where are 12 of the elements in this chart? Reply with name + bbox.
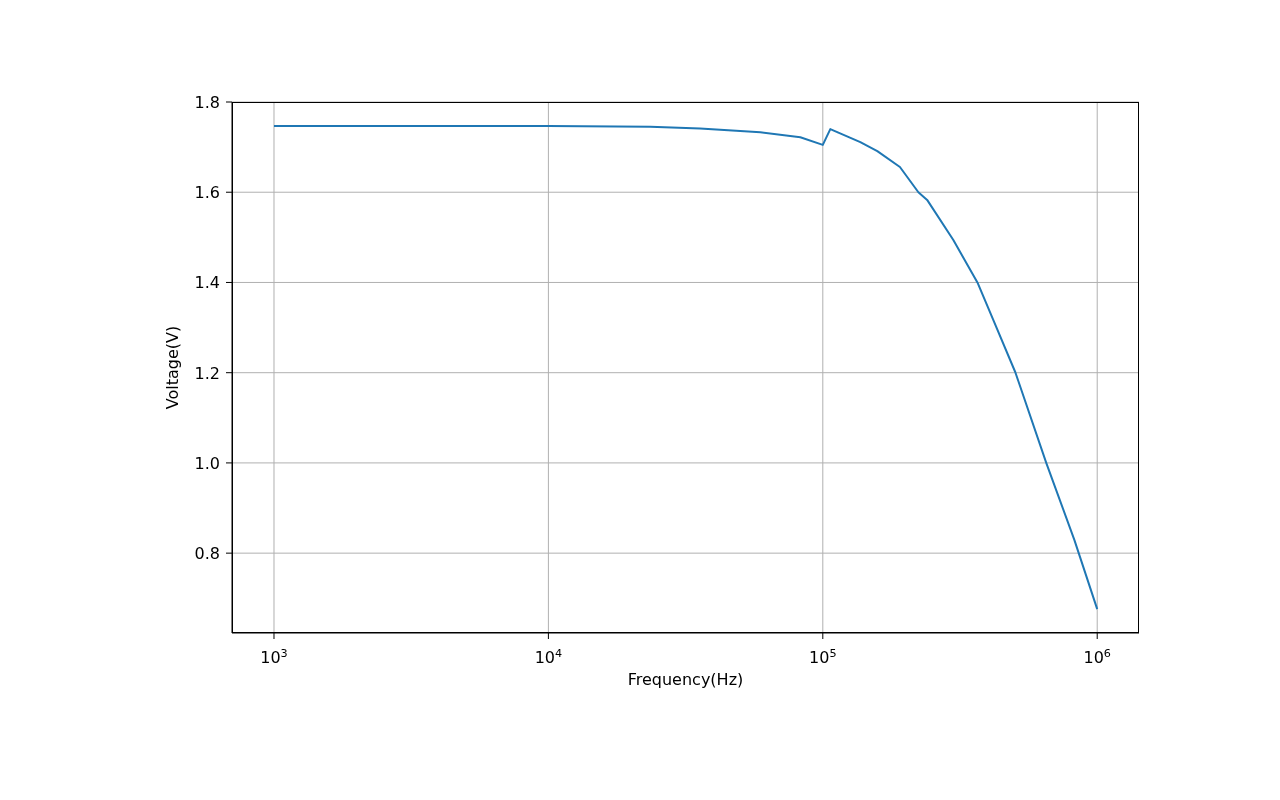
y-tick-label: 1.4 [194,273,220,293]
x-axis-title: Frequency(Hz) [627,670,744,689]
x-tick-label: 10$^{5}$ [809,646,837,667]
y-tick-label: 1.0 [194,453,220,473]
y-axis-title: Voltage(V) [162,325,182,410]
x-tick-label: 10$^{4}$ [534,646,563,667]
y-tick-label: 1.8 [194,93,220,112]
x-tick-label: 10$^{6}$ [1083,646,1111,667]
y-tick-label: 0.8 [194,544,220,564]
x-tick-label: 10$^{3}$ [260,646,288,667]
y-tick-label: 1.6 [194,183,220,203]
y-tick-label: 1.2 [194,363,220,383]
